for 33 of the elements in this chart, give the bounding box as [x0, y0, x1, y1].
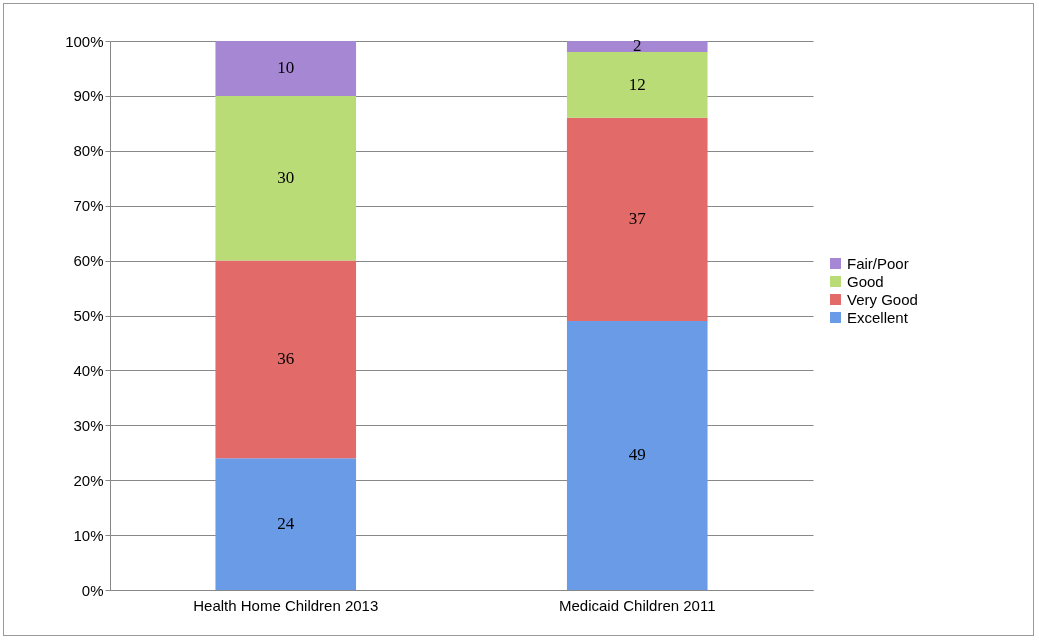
- legend-label: Good: [847, 272, 884, 290]
- legend-label: Fair/Poor: [847, 254, 909, 272]
- y-tick-label: 40%: [73, 361, 104, 379]
- x-tick-label: Health Home Children 2013: [193, 596, 379, 614]
- data-label: 49: [628, 445, 646, 465]
- bar: [566, 51, 708, 118]
- data-label: 12: [628, 74, 646, 94]
- bar: [215, 260, 357, 459]
- data-label: 30: [277, 168, 295, 188]
- bar: [566, 41, 708, 52]
- bar: [215, 95, 357, 261]
- data-label: 2: [633, 36, 642, 56]
- legend-label: Excellent: [847, 308, 909, 326]
- data-label: 37: [628, 209, 647, 229]
- bar: [215, 458, 357, 590]
- y-tick-label: 0%: [81, 581, 104, 599]
- y-tick-label: 70%: [73, 197, 104, 215]
- bar: [566, 117, 708, 321]
- y-tick-label: 10%: [73, 526, 104, 544]
- legend-label: Very Good: [847, 290, 918, 308]
- data-label: 36: [277, 349, 295, 369]
- y-tick-label: 100%: [65, 32, 104, 50]
- x-tick-label: Medicaid Children 2011: [559, 596, 716, 614]
- bar: [566, 320, 708, 590]
- y-tick-label: 60%: [73, 252, 104, 270]
- data-label: 24: [277, 514, 295, 534]
- data-label: 10: [277, 58, 295, 78]
- y-tick-label: 20%: [73, 471, 104, 489]
- y-tick-label: 30%: [73, 416, 104, 434]
- bar: [215, 41, 357, 96]
- y-tick-label: 50%: [73, 307, 104, 324]
- y-tick-label: 80%: [73, 142, 104, 160]
- y-tick-label: 90%: [73, 87, 104, 105]
